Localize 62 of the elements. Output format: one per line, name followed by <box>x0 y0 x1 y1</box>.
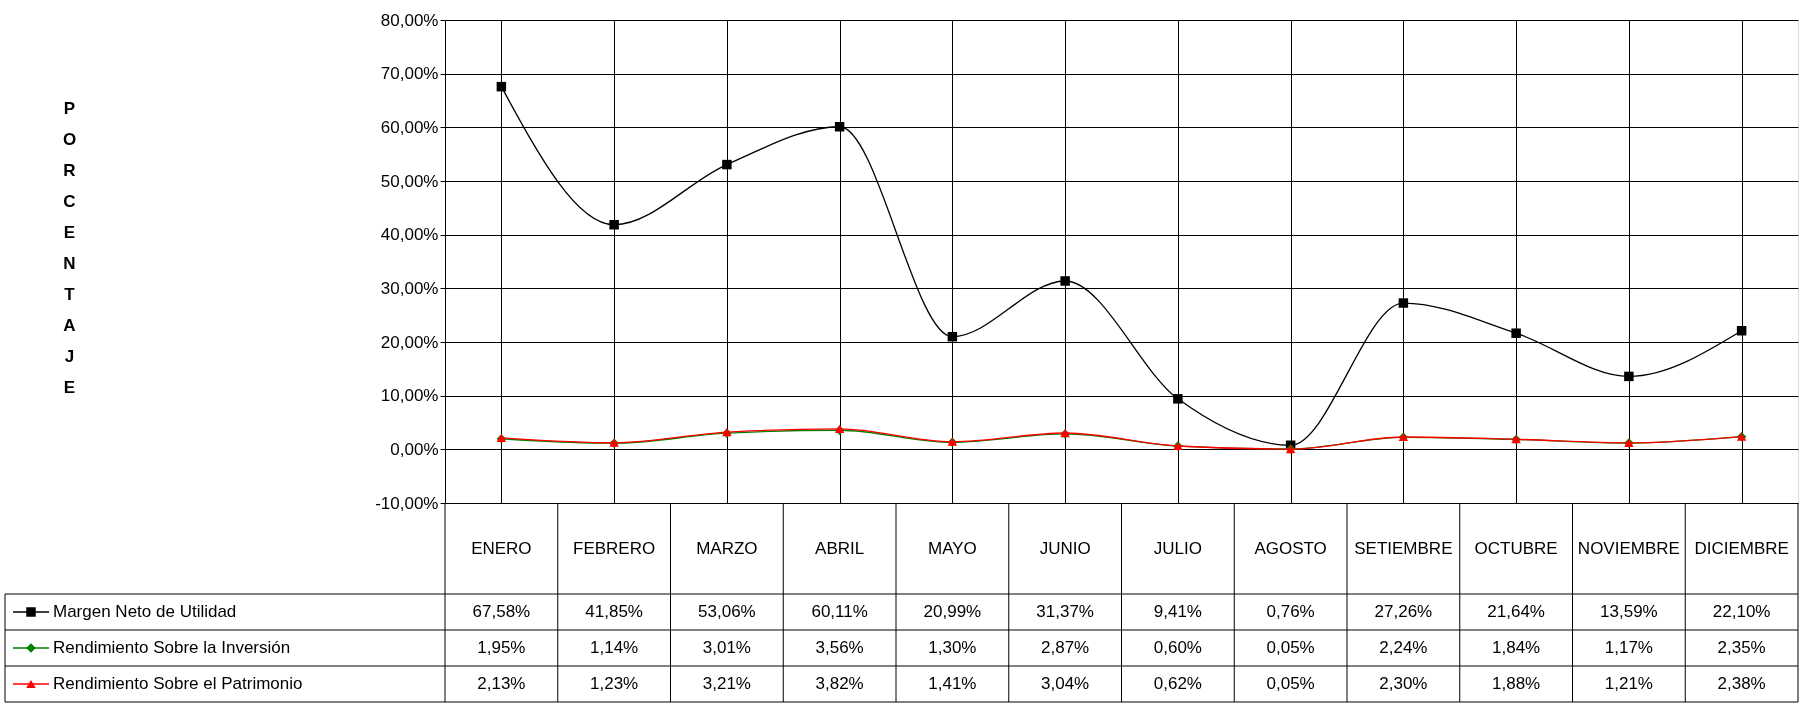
y-tick-label: 0,00% <box>390 439 439 459</box>
x-tick-label: MARZO <box>696 538 758 558</box>
x-tick-label: DICIEMBRE <box>1694 538 1789 558</box>
data-label: 0,76% <box>1266 602 1315 621</box>
y-tick-label: 40,00% <box>380 225 439 245</box>
data-label: 3,21% <box>702 674 751 693</box>
x-tick-label: SETIEMBRE <box>1354 538 1453 558</box>
data-label: 2,38% <box>1717 674 1766 693</box>
x-tick-label: FEBRERO <box>573 538 656 558</box>
data-label: 1,95% <box>477 638 526 657</box>
x-tick-label: ENERO <box>471 538 532 558</box>
data-label: 1,23% <box>590 674 639 693</box>
data-label: 0,05% <box>1266 674 1315 693</box>
data-label: 31,37% <box>1036 602 1094 621</box>
data-label: 1,17% <box>1604 638 1653 657</box>
legend-label: Margen Neto de Utilidad <box>53 602 237 621</box>
y-tick-label: 80,00% <box>380 10 439 30</box>
data-label: 1,41% <box>928 674 977 693</box>
legend-label: Rendimiento Sobre la Inversión <box>53 638 291 657</box>
y-tick-label: 50,00% <box>380 171 439 191</box>
data-label: 60,11% <box>811 602 868 621</box>
y-tick-label: 10,00% <box>380 386 439 406</box>
data-label: 22,10% <box>1712 602 1771 621</box>
y-tick-label: 70,00% <box>380 64 439 84</box>
y-tick-label: 30,00% <box>380 278 439 298</box>
x-tick-label: NOVIEMBRE <box>1577 538 1680 558</box>
data-label: 2,24% <box>1379 638 1428 657</box>
data-label: 1,30% <box>928 638 977 657</box>
data-label: 1,88% <box>1492 674 1541 693</box>
data-label: 2,87% <box>1041 638 1090 657</box>
x-tick-label: AGOSTO <box>1254 538 1327 558</box>
data-label: 1,21% <box>1604 674 1653 693</box>
data-label: 3,82% <box>815 674 864 693</box>
y-tick-label: 20,00% <box>380 332 439 352</box>
data-label: 0,60% <box>1153 638 1202 657</box>
data-label: 21,64% <box>1487 602 1545 621</box>
data-label: 67,58% <box>472 602 531 621</box>
data-label: 1,14% <box>590 638 639 657</box>
data-label: 2,30% <box>1379 674 1428 693</box>
text: PORCENTAJE <box>62 98 77 397</box>
data-label: 27,26% <box>1374 602 1433 621</box>
data-label: 0,05% <box>1266 638 1315 657</box>
data-label: 20,99% <box>923 602 982 621</box>
data-label: 2,35% <box>1717 638 1766 657</box>
data-label: 3,56% <box>815 638 864 657</box>
data-label: 9,41% <box>1153 602 1202 621</box>
data-label: 3,04% <box>1041 674 1090 693</box>
x-tick-label: OCTUBRE <box>1474 538 1558 558</box>
data-label: 53,06% <box>698 602 756 621</box>
data-label: 3,01% <box>702 638 751 657</box>
y-tick-label: -10,00% <box>375 493 439 513</box>
x-tick-label: JUNIO <box>1039 538 1091 558</box>
data-label: 13,59% <box>1600 602 1658 621</box>
y-tick-label: 60,00% <box>380 117 439 137</box>
data-label: 41,85% <box>585 602 643 621</box>
x-tick-label: JULIO <box>1153 538 1202 558</box>
data-label: 2,13% <box>477 674 526 693</box>
legend-label: Rendimiento Sobre el Patrimonio <box>53 674 303 693</box>
x-tick-label: MAYO <box>927 538 977 558</box>
data-label: 0,62% <box>1153 674 1202 693</box>
x-tick-label: ABRIL <box>815 538 865 558</box>
data-label: 1,84% <box>1492 638 1541 657</box>
